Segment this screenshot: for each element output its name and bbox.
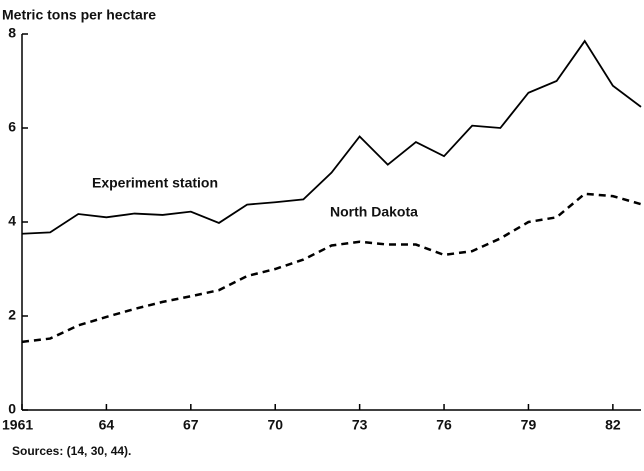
- series-label: North Dakota: [330, 204, 418, 220]
- series-label: Experiment station: [92, 175, 218, 191]
- x-tick-label: 1961: [2, 417, 33, 433]
- x-tick-label: 70: [267, 417, 283, 433]
- x-tick-label: 73: [352, 417, 368, 433]
- source-note: Sources: (14, 30, 44).: [12, 444, 131, 458]
- x-tick-label: 79: [521, 417, 537, 433]
- x-tick-label: 82: [605, 417, 621, 433]
- y-tick-label: 0: [8, 401, 16, 417]
- y-tick-label: 4: [8, 213, 16, 229]
- line-series: [21, 192, 642, 344]
- x-tick-label: 64: [99, 417, 115, 433]
- x-tick-label: 76: [436, 417, 452, 433]
- y-tick-label: 6: [8, 119, 16, 135]
- y-tick-label: 2: [8, 307, 16, 323]
- line-series: [21, 39, 642, 235]
- y-tick-label: 8: [8, 25, 16, 41]
- x-tick-label: 67: [183, 417, 199, 433]
- y-axis-label: Metric tons per hectare: [2, 7, 156, 23]
